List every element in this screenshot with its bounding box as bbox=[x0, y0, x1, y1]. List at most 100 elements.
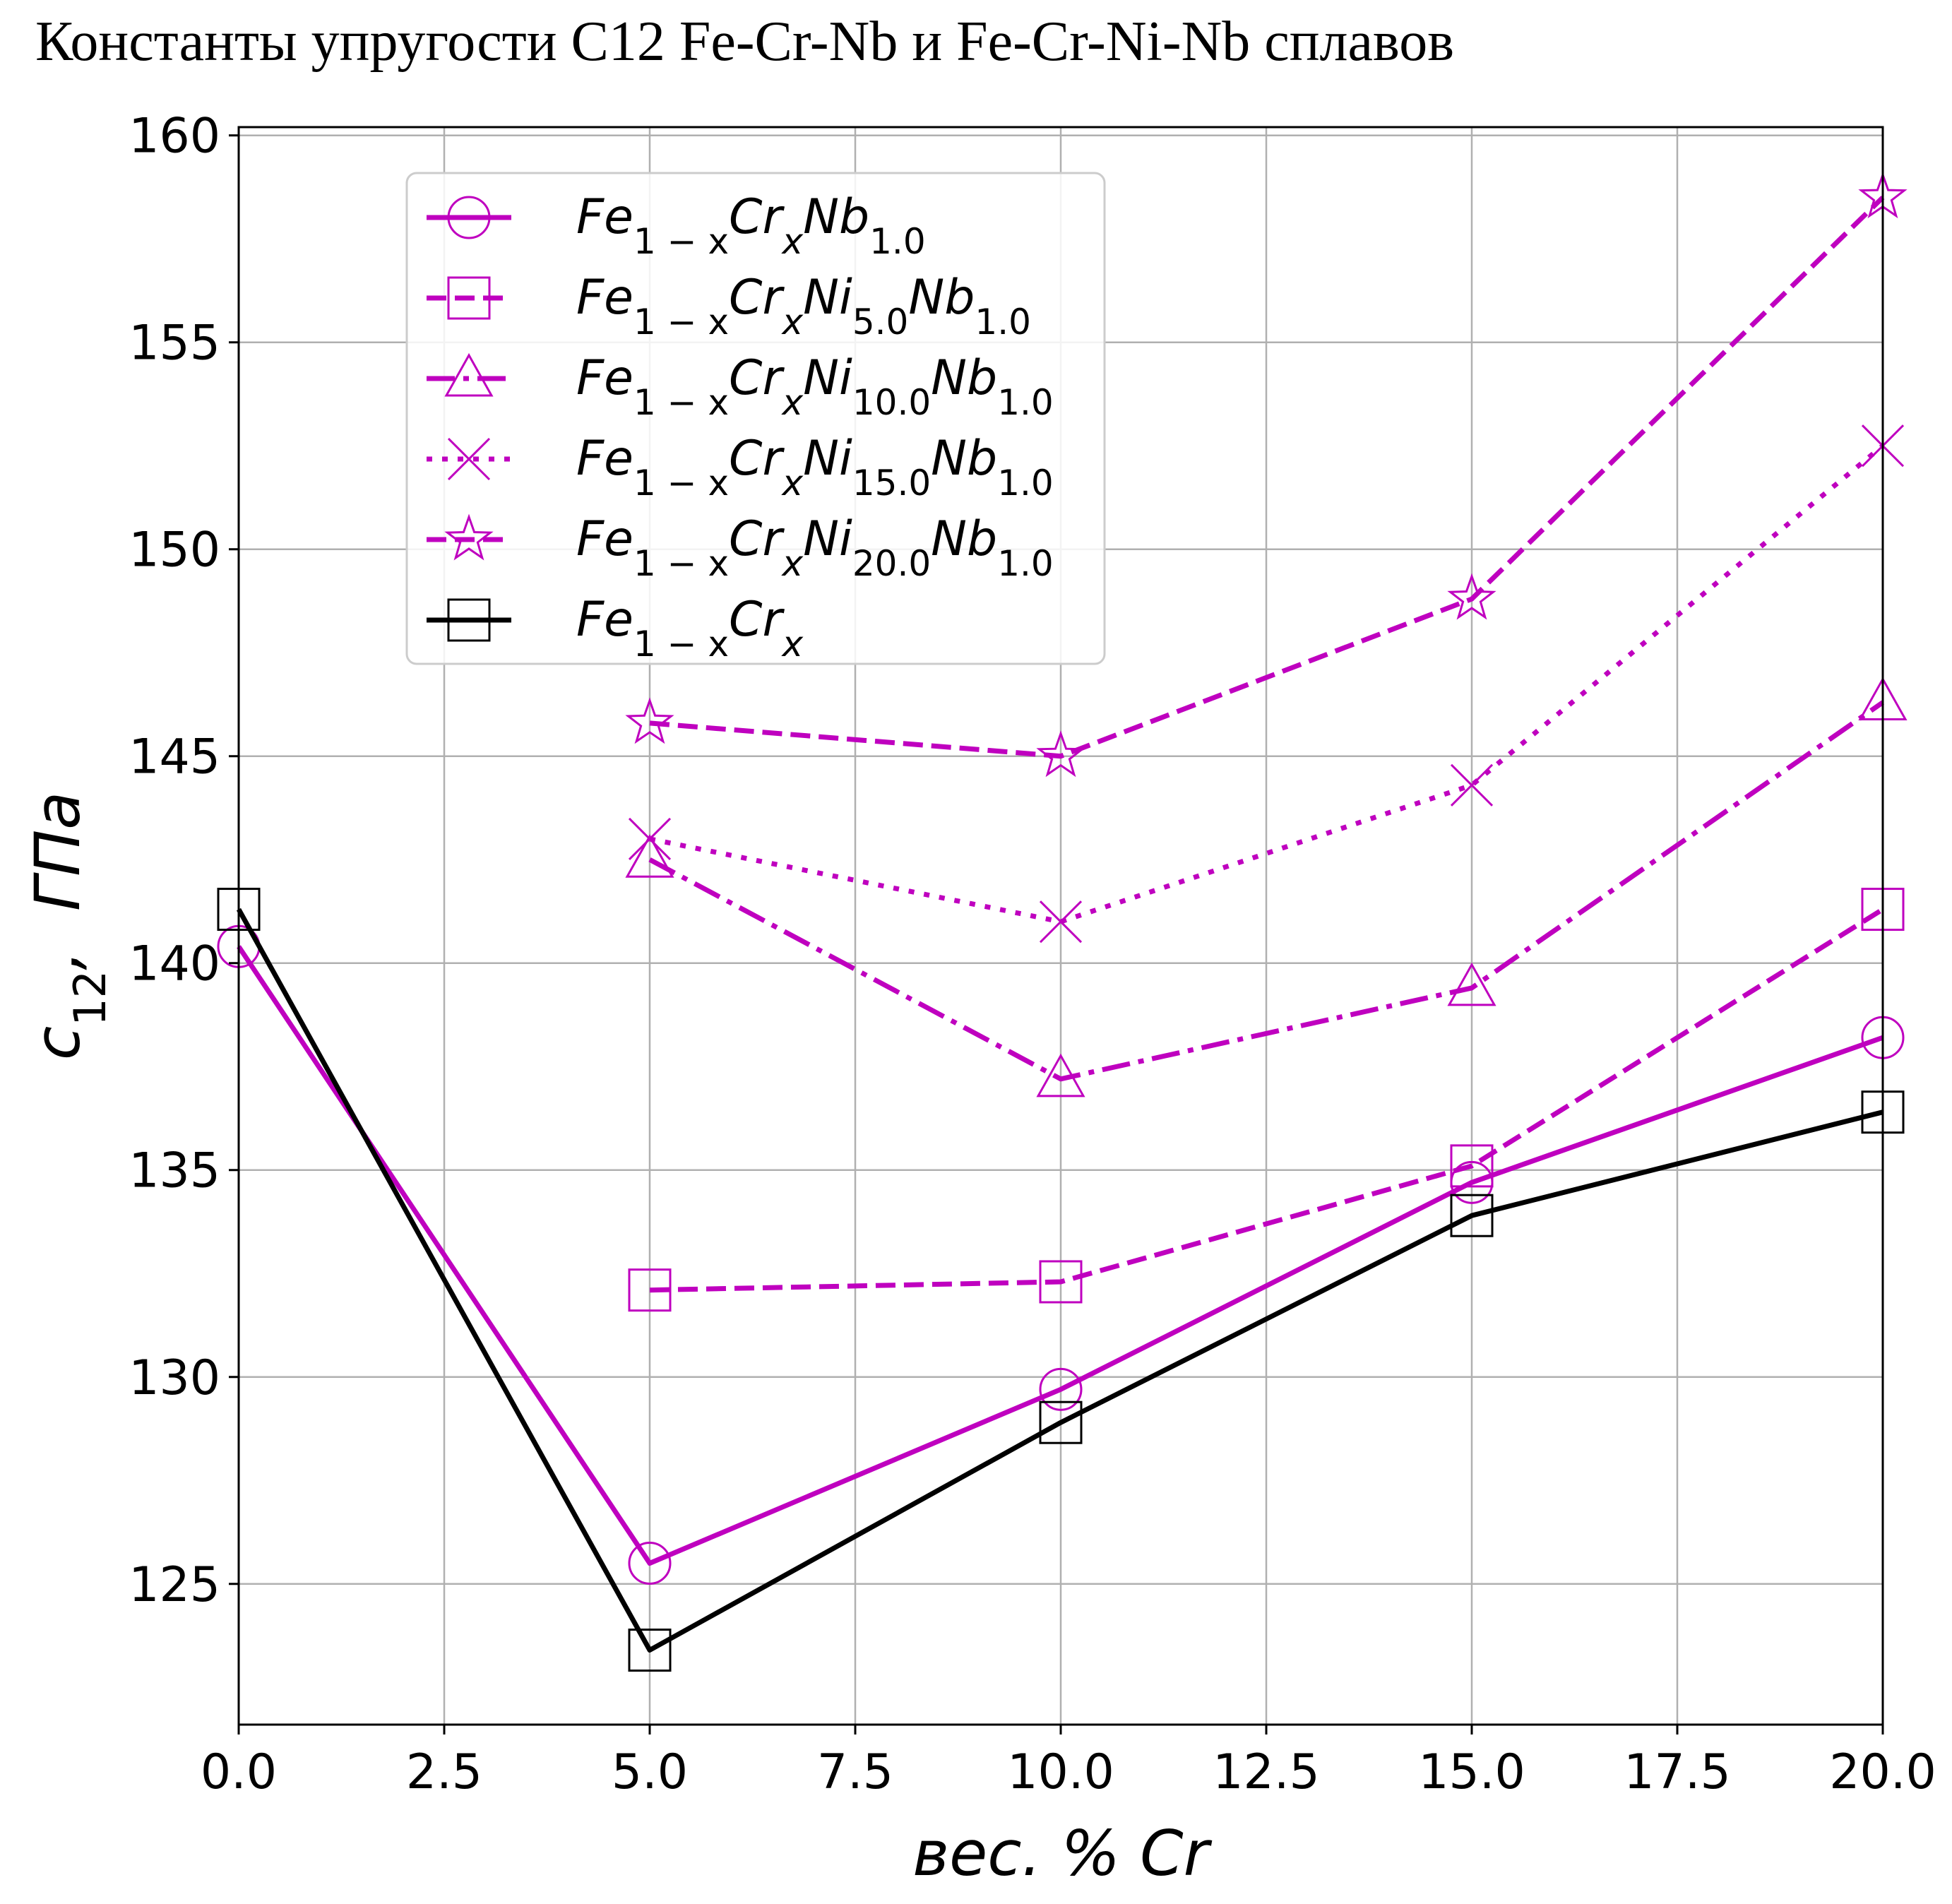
legend-label: Fe1 − xCrxNi10.0Nb1.0 bbox=[576, 350, 1054, 423]
legend-label-part: Ni bbox=[803, 511, 852, 567]
x-tick-label: 2.5 bbox=[406, 1744, 482, 1800]
data-point-marker bbox=[1450, 1144, 1494, 1188]
series-layer bbox=[217, 172, 1908, 1672]
legend-label-subscript: 1 − x bbox=[633, 221, 729, 262]
legend-item: Fe1 − xCrxNi15.0Nb1.0 bbox=[427, 431, 1054, 504]
legend-marker bbox=[447, 196, 491, 239]
legend-label-part: Cr bbox=[729, 511, 785, 567]
legend-marker bbox=[447, 437, 491, 481]
data-point-marker bbox=[1036, 730, 1085, 778]
y-axis-title-main: c bbox=[21, 1026, 94, 1060]
legend-label-subscript: x bbox=[780, 382, 803, 423]
legend-label-subscript: x bbox=[780, 302, 803, 343]
legend-marker bbox=[444, 513, 494, 561]
legend-label-subscript: 20.0 bbox=[852, 543, 931, 584]
legend-label-subscript: 1 − x bbox=[633, 382, 729, 423]
legend-label: Fe1 − xCrxNi5.0Nb1.0 bbox=[576, 270, 1031, 343]
data-point-marker bbox=[625, 697, 674, 744]
legend-label-subscript: 1.0 bbox=[975, 302, 1031, 343]
legend-label-part: Cr bbox=[729, 270, 785, 326]
data-point-marker bbox=[628, 1541, 672, 1585]
y-tick-label: 160 bbox=[129, 109, 220, 165]
x-tick-label: 20.0 bbox=[1829, 1744, 1936, 1800]
y-tick-label: 150 bbox=[129, 523, 220, 578]
legend-label-subscript: 1 − x bbox=[633, 302, 729, 343]
data-point-marker bbox=[628, 1268, 672, 1312]
legend-label-subscript: 5.0 bbox=[852, 302, 909, 343]
x-tick-label: 15.0 bbox=[1418, 1744, 1525, 1800]
y-axis-title-sub: 12 bbox=[64, 970, 116, 1026]
legend-item: Fe1 − xCrx bbox=[427, 592, 803, 665]
y-axis-title: c12, ГПа bbox=[21, 792, 116, 1060]
legend-label-part: Fe bbox=[576, 270, 633, 326]
legend-label: Fe1 − xCrx bbox=[576, 592, 803, 665]
series-line bbox=[237, 945, 1884, 1566]
x-axis-title: вес. % Cr bbox=[912, 1817, 1212, 1890]
legend-item: Fe1 − xCrxNi20.0Nb1.0 bbox=[427, 511, 1054, 584]
series-5 bbox=[625, 172, 1908, 778]
legend-label: Fe1 − xCrxNi20.0Nb1.0 bbox=[576, 511, 1054, 584]
series-line bbox=[236, 908, 1883, 1653]
data-point-marker bbox=[1447, 573, 1496, 620]
y-tick-label: 140 bbox=[129, 936, 220, 992]
legend-label-part: Fe bbox=[576, 511, 633, 567]
legend-marker bbox=[447, 598, 491, 642]
tick-layer: 0.0 2.5 5.0 7.5 10.0 12.5 15.0 17.5 20.0 125 130 13… bbox=[129, 109, 1936, 1800]
legend-label-part: Fe bbox=[576, 592, 633, 648]
data-point-marker bbox=[1039, 1367, 1083, 1411]
legend-label-subscript: 1.0 bbox=[869, 221, 926, 262]
legend-label-part: Nb bbox=[908, 270, 975, 326]
data-point-marker bbox=[628, 1629, 672, 1672]
legend-marker bbox=[447, 276, 491, 320]
x-tick-label: 10.0 bbox=[1007, 1744, 1114, 1800]
y-tick-label: 135 bbox=[129, 1143, 220, 1199]
y-tick-label: 145 bbox=[129, 730, 220, 785]
legend-label-subscript: 1.0 bbox=[997, 463, 1054, 504]
legend-item: Fe1 − xCrxNb1.0 bbox=[427, 189, 926, 262]
data-point-marker bbox=[1039, 1260, 1083, 1304]
legend-item: Fe1 − xCrxNi10.0Nb1.0 bbox=[427, 350, 1054, 423]
x-tick-label: 5.0 bbox=[612, 1744, 688, 1800]
legend-label-subscript: x bbox=[780, 624, 803, 665]
x-tick-label: 0.0 bbox=[201, 1744, 277, 1800]
legend-label-subscript: 10.0 bbox=[852, 382, 931, 423]
legend-label-part: Ni bbox=[803, 350, 852, 406]
series-4 bbox=[628, 424, 1905, 944]
series-3 bbox=[625, 677, 1908, 1097]
y-axis-title-unit: , ГПа bbox=[21, 792, 94, 970]
data-point-marker bbox=[1450, 763, 1494, 807]
legend-label-subscript: 1 − x bbox=[633, 463, 729, 504]
series-line bbox=[648, 700, 1884, 1082]
legend-label-part: Ni bbox=[803, 431, 852, 487]
chart-title: Константы упругости C12 Fe-Cr-Nb и Fe-Cr… bbox=[35, 11, 1454, 73]
legend-label-part: Nb bbox=[803, 189, 869, 245]
y-tick-label: 130 bbox=[129, 1350, 220, 1406]
legend-label-part: Cr bbox=[729, 592, 785, 648]
y-tick-label: 125 bbox=[129, 1557, 220, 1613]
legend-label-part: Nb bbox=[931, 350, 997, 406]
legend-label-part: Cr bbox=[729, 431, 785, 487]
data-point-marker bbox=[1447, 962, 1496, 1006]
data-point-marker bbox=[1036, 1053, 1085, 1097]
legend-label-subscript: 1 − x bbox=[633, 624, 729, 665]
legend-marker bbox=[444, 352, 494, 397]
legend-label-part: Cr bbox=[729, 189, 785, 245]
legend-box bbox=[405, 172, 1106, 665]
legend-label-part: Cr bbox=[729, 350, 785, 406]
legend-label-part: Ni bbox=[803, 270, 852, 326]
legend-label-part: Fe bbox=[576, 189, 633, 245]
series-line bbox=[649, 907, 1884, 1293]
legend-label: Fe1 − xCrxNi15.0Nb1.0 bbox=[576, 431, 1054, 504]
legend-label: Fe1 − xCrxNb1.0 bbox=[576, 189, 926, 262]
y-tick-label: 155 bbox=[129, 316, 220, 371]
legend-item: Fe1 − xCrxNi5.0Nb1.0 bbox=[427, 270, 1031, 343]
legend-label-part: Nb bbox=[931, 511, 997, 567]
legend-label-subscript: 1 − x bbox=[633, 543, 729, 584]
legend-label-subscript: 15.0 bbox=[852, 463, 931, 504]
x-tick-label: 17.5 bbox=[1624, 1744, 1730, 1800]
legend-label-subscript: x bbox=[780, 463, 803, 504]
data-point-marker bbox=[1039, 1400, 1083, 1444]
data-point-marker bbox=[1450, 1194, 1494, 1237]
